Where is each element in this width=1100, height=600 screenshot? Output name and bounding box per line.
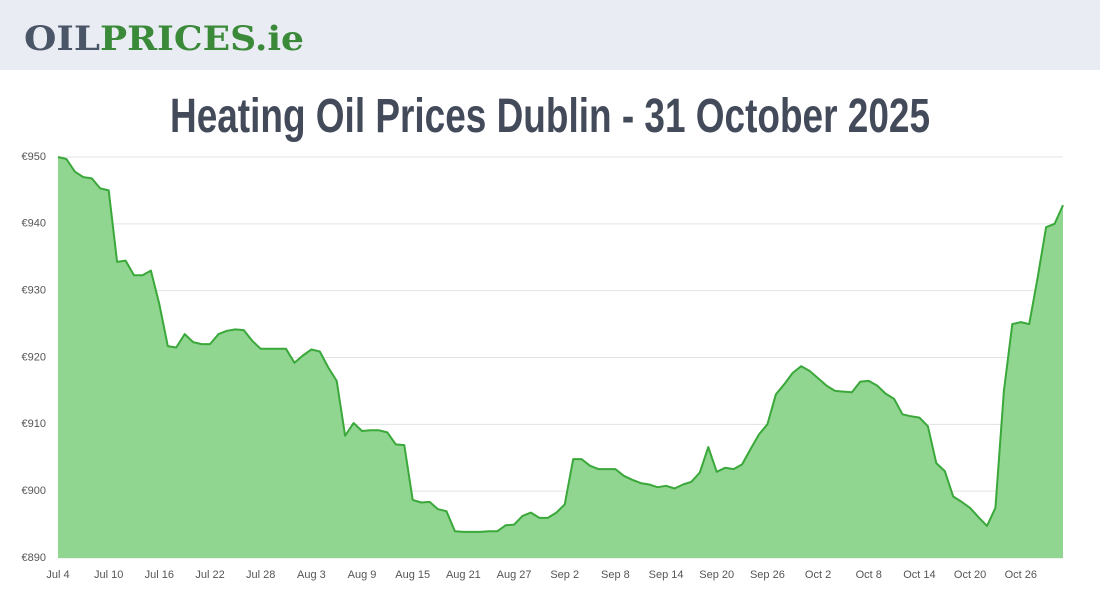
logo-part[interactable]: PRICES.ie	[100, 19, 304, 59]
x-tick-label: Sep 2	[550, 569, 579, 581]
area-fill	[58, 157, 1063, 558]
x-tick-label: Oct 26	[1005, 569, 1037, 581]
x-tick-label: Jul 16	[145, 569, 174, 581]
y-tick-label: €910	[22, 418, 46, 430]
x-tick-label: Aug 21	[446, 569, 481, 581]
logo-part[interactable]: OIL	[24, 19, 100, 59]
x-tick-label: Sep 26	[750, 569, 785, 581]
y-tick-label: €940	[22, 218, 46, 230]
x-tick-label: Jul 4	[46, 569, 69, 581]
x-tick-label: Sep 20	[699, 569, 734, 581]
y-tick-label: €950	[22, 151, 46, 163]
y-tick-label: €900	[22, 485, 46, 497]
x-tick-label: Jul 28	[246, 569, 275, 581]
header-bar	[0, 0, 1100, 70]
chart-title: Heating Oil Prices Dublin - 31 October 2…	[170, 90, 930, 143]
x-tick-label: Jul 10	[94, 569, 123, 581]
x-tick-label: Sep 8	[601, 569, 630, 581]
x-tick-label: Oct 14	[903, 569, 935, 581]
x-tick-label: Oct 8	[856, 569, 882, 581]
y-tick-label: €930	[22, 285, 46, 297]
y-tick-label: €890	[22, 552, 46, 564]
x-tick-label: Sep 14	[649, 569, 684, 581]
x-tick-label: Oct 20	[954, 569, 986, 581]
x-tick-label: Aug 9	[348, 569, 377, 581]
y-tick-label: €920	[22, 351, 46, 363]
x-tick-label: Aug 15	[395, 569, 430, 581]
price-line	[57, 156, 1064, 533]
x-tick-label: Aug 3	[297, 569, 326, 581]
x-tick-label: Oct 2	[805, 569, 831, 581]
x-tick-label: Jul 22	[195, 569, 224, 581]
x-tick-label: Aug 27	[497, 569, 532, 581]
